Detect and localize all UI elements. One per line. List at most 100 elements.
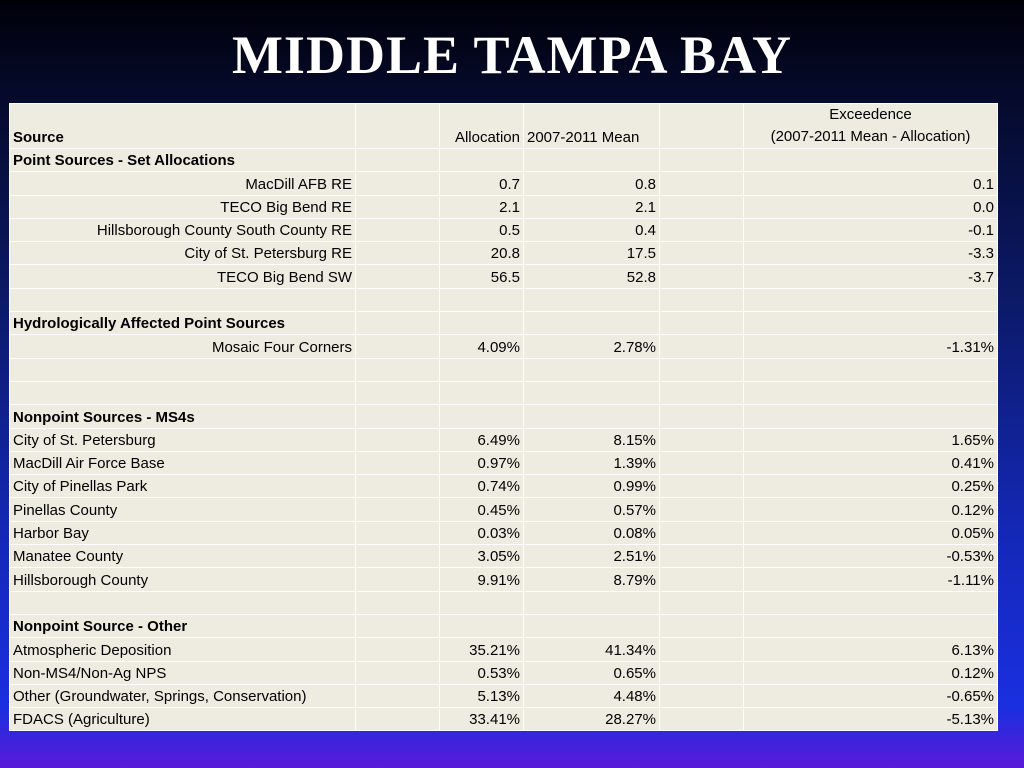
mean-cell: 0.4 bbox=[523, 217, 660, 243]
empty-cell bbox=[355, 264, 440, 289]
table-row: FDACS (Agriculture) 33.41% 28.27% -5.13% bbox=[9, 707, 998, 732]
exceedence-cell: 6.13% bbox=[743, 637, 998, 662]
source-cell: Manatee County bbox=[9, 544, 356, 569]
table-row: TECO Big Bend SW 56.5 52.8 -3.7 bbox=[9, 264, 998, 289]
section-label: Nonpoint Source - Other bbox=[9, 613, 356, 639]
empty-cell bbox=[523, 357, 660, 382]
mean-cell: 28.27% bbox=[523, 707, 660, 732]
empty-cell bbox=[743, 380, 998, 406]
empty-cell bbox=[659, 497, 744, 522]
empty-cell bbox=[355, 147, 440, 173]
empty-cell bbox=[659, 544, 744, 569]
mean-cell: 52.8 bbox=[523, 264, 660, 289]
allocation-cell: 20.8 bbox=[439, 241, 524, 266]
empty-cell bbox=[9, 380, 356, 406]
section-row: Nonpoint Sources - MS4s bbox=[9, 404, 998, 429]
empty-cell bbox=[659, 590, 744, 615]
empty-cell bbox=[659, 660, 744, 685]
exceedence-cell: 0.41% bbox=[743, 450, 998, 476]
empty-cell bbox=[659, 637, 744, 662]
exceedence-cell: -0.1 bbox=[743, 217, 998, 243]
empty-cell bbox=[523, 590, 660, 615]
empty-cell bbox=[9, 287, 356, 313]
empty-cell bbox=[523, 147, 660, 173]
empty-cell bbox=[355, 590, 440, 615]
empty-cell bbox=[439, 287, 524, 313]
empty-cell bbox=[439, 590, 524, 615]
empty-cell bbox=[659, 567, 744, 592]
empty-cell bbox=[659, 380, 744, 406]
empty-cell bbox=[355, 450, 440, 476]
table-row: Other (Groundwater, Springs, Conservatio… bbox=[9, 683, 998, 709]
header-allocation: Allocation bbox=[439, 103, 524, 149]
source-cell: Hillsborough County bbox=[9, 567, 356, 592]
empty-cell bbox=[355, 194, 440, 219]
allocation-cell: 33.41% bbox=[439, 707, 524, 732]
empty-cell bbox=[439, 380, 524, 406]
allocation-cell: 0.53% bbox=[439, 660, 524, 685]
allocation-cell: 4.09% bbox=[439, 334, 524, 359]
empty-cell bbox=[659, 707, 744, 732]
empty-cell bbox=[355, 474, 440, 499]
allocation-cell: 5.13% bbox=[439, 683, 524, 709]
source-cell: Pinellas County bbox=[9, 497, 356, 522]
section-row: Nonpoint Source - Other bbox=[9, 613, 998, 639]
allocation-cell: 6.49% bbox=[439, 427, 524, 452]
table-row: Hillsborough County South County RE 0.5 0.… bbox=[9, 217, 998, 243]
empty-cell bbox=[659, 683, 744, 709]
blank-row bbox=[9, 590, 998, 615]
empty-cell bbox=[659, 474, 744, 499]
empty-cell bbox=[743, 287, 998, 313]
table-row: Non-MS4/Non-Ag NPS 0.53% 0.65% 0.12% bbox=[9, 660, 998, 685]
empty-cell bbox=[355, 544, 440, 569]
mean-cell: 0.65% bbox=[523, 660, 660, 685]
empty-cell bbox=[659, 264, 744, 289]
allocation-cell: 56.5 bbox=[439, 264, 524, 289]
empty-cell bbox=[9, 590, 356, 615]
empty-cell bbox=[743, 147, 998, 173]
empty-cell bbox=[355, 404, 440, 429]
empty-cell bbox=[355, 241, 440, 266]
empty-cell bbox=[659, 613, 744, 639]
exceedence-cell: -3.3 bbox=[743, 241, 998, 266]
header-exceedence-line2: (2007-2011 Mean - Allocation) bbox=[770, 128, 971, 145]
empty-cell bbox=[743, 613, 998, 639]
empty-cell bbox=[355, 171, 440, 196]
empty-cell bbox=[355, 380, 440, 406]
table-row: City of St. Petersburg RE 20.8 17.5 -3.3 bbox=[9, 241, 998, 266]
section-label: Hydrologically Affected Point Sources bbox=[9, 311, 356, 336]
exceedence-cell: 0.25% bbox=[743, 474, 998, 499]
source-cell: City of St. Petersburg RE bbox=[9, 241, 356, 266]
empty-cell bbox=[355, 567, 440, 592]
allocation-cell: 2.1 bbox=[439, 194, 524, 219]
table-row: City of St. Petersburg 6.49% 8.15% 1.65% bbox=[9, 427, 998, 452]
empty-cell bbox=[659, 334, 744, 359]
source-cell: MacDill Air Force Base bbox=[9, 450, 356, 476]
mean-cell: 0.08% bbox=[523, 520, 660, 546]
empty-cell bbox=[355, 497, 440, 522]
empty-cell bbox=[439, 357, 524, 382]
exceedence-cell: -5.13% bbox=[743, 707, 998, 732]
table-header-row: Source Allocation 2007-2011 Mean Exceede… bbox=[9, 103, 998, 149]
table-row: MacDill Air Force Base 0.97% 1.39% 0.41% bbox=[9, 450, 998, 476]
empty-cell bbox=[355, 520, 440, 546]
empty-cell bbox=[523, 404, 660, 429]
exceedence-cell: 0.12% bbox=[743, 497, 998, 522]
table-row: Harbor Bay 0.03% 0.08% 0.05% bbox=[9, 520, 998, 546]
mean-cell: 0.99% bbox=[523, 474, 660, 499]
empty-cell bbox=[659, 427, 744, 452]
mean-cell: 2.1 bbox=[523, 194, 660, 219]
section-row: Point Sources - Set Allocations bbox=[9, 147, 998, 173]
mean-cell: 17.5 bbox=[523, 241, 660, 266]
empty-cell bbox=[355, 334, 440, 359]
table-row: Manatee County 3.05% 2.51% -0.53% bbox=[9, 544, 998, 569]
empty-cell bbox=[355, 311, 440, 336]
source-cell: City of Pinellas Park bbox=[9, 474, 356, 499]
empty-cell bbox=[743, 590, 998, 615]
table-row: TECO Big Bend RE 2.1 2.1 0.0 bbox=[9, 194, 998, 219]
source-cell: City of St. Petersburg bbox=[9, 427, 356, 452]
table-row: Mosaic Four Corners 4.09% 2.78% -1.31% bbox=[9, 334, 998, 359]
empty-cell bbox=[659, 520, 744, 546]
source-cell: Hillsborough County South County RE bbox=[9, 217, 356, 243]
empty-cell bbox=[355, 287, 440, 313]
